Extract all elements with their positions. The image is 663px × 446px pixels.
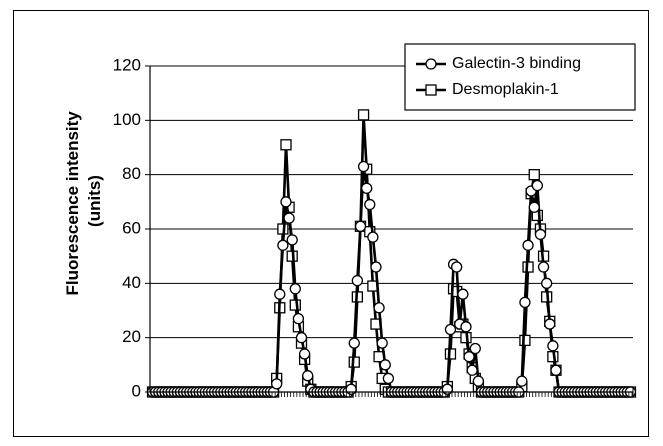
chart-frame: 0 20 40 60 80 100 120 Fluorescence intensity (…: [13, 10, 649, 437]
axes: [145, 65, 634, 397]
data-point: [286, 234, 298, 246]
data-point: [367, 231, 379, 243]
data-point: [283, 212, 295, 224]
data-point: [351, 274, 364, 287]
data-point: [357, 160, 370, 173]
data-point: [457, 288, 469, 300]
y-tick-label: 120: [113, 55, 141, 74]
data-point: [469, 342, 481, 355]
data-point: [531, 179, 544, 192]
data-point: [466, 364, 478, 376]
data-point: [361, 182, 373, 194]
data-point: [354, 220, 367, 232]
legend-square-marker: [425, 84, 437, 96]
legend-box: [404, 43, 636, 111]
data-point: [537, 261, 550, 273]
data-point: [379, 359, 391, 371]
data-point: [357, 109, 370, 121]
legend: Galectin-3 binding Desmoplakin-1: [404, 43, 636, 111]
data-point: [292, 312, 305, 325]
data-point: [289, 283, 301, 295]
legend-entry: [416, 58, 446, 70]
data-point: [289, 299, 301, 311]
data-point: [444, 323, 457, 336]
data-point: [528, 201, 540, 213]
data-point: [519, 334, 531, 347]
data-point: [298, 348, 311, 360]
y-tick-labels: 0 20 40 60 80 100 120: [113, 55, 141, 400]
data-point: [348, 337, 360, 349]
y-tick-label: 0: [132, 381, 141, 400]
data-point: [382, 372, 395, 385]
data-point: [370, 261, 382, 273]
legend-label-galectin: Galectin-3 binding: [452, 55, 581, 72]
data-point: [522, 239, 534, 251]
data-point: [516, 375, 528, 387]
data-point: [280, 139, 292, 151]
data-point: [550, 364, 562, 376]
data-point: [364, 198, 376, 211]
y-tick-label: 100: [113, 110, 141, 129]
data-point: [280, 196, 292, 208]
data-point: [302, 370, 314, 382]
data-point: [441, 383, 454, 395]
data-point: [451, 261, 463, 273]
y-tick-label: 60: [122, 218, 141, 237]
data-point: [472, 375, 485, 387]
legend-entries: [416, 58, 446, 96]
data-point: [547, 340, 559, 352]
y-tick-label: 20: [122, 327, 141, 346]
y-axis-label-line-1: Fluorescence intensity: [63, 111, 82, 296]
y-tick-label: 40: [122, 273, 141, 292]
data-point: [345, 383, 357, 395]
legend-label-desmoplakin: Desmoplakin-1: [452, 81, 559, 98]
series-square: [146, 109, 637, 398]
series-line: [152, 165, 631, 394]
y-axis-label: Fluorescence intensity (units): [63, 107, 104, 296]
line-chart: 0 20 40 60 80 100 120 Fluorescence intensity (…: [63, 43, 637, 400]
series-line: [152, 113, 631, 394]
series-circle: [146, 160, 637, 398]
data-point: [277, 239, 289, 251]
data-point: [544, 318, 556, 330]
data-point: [528, 169, 540, 181]
data-point: [274, 288, 286, 300]
legend-circle-marker: [425, 58, 437, 70]
data-point: [534, 228, 547, 241]
series-layer: [146, 109, 637, 398]
data-point: [373, 302, 385, 314]
y-axis-label-line-2: (units): [85, 175, 104, 227]
legend-entry: [416, 84, 446, 96]
data-point: [541, 277, 553, 289]
data-point: [271, 378, 283, 390]
data-point: [463, 351, 475, 363]
data-point: [376, 337, 388, 349]
y-tick-label: 80: [122, 164, 141, 183]
data-point: [460, 321, 472, 333]
data-point: [295, 332, 308, 344]
data-point: [519, 296, 531, 309]
